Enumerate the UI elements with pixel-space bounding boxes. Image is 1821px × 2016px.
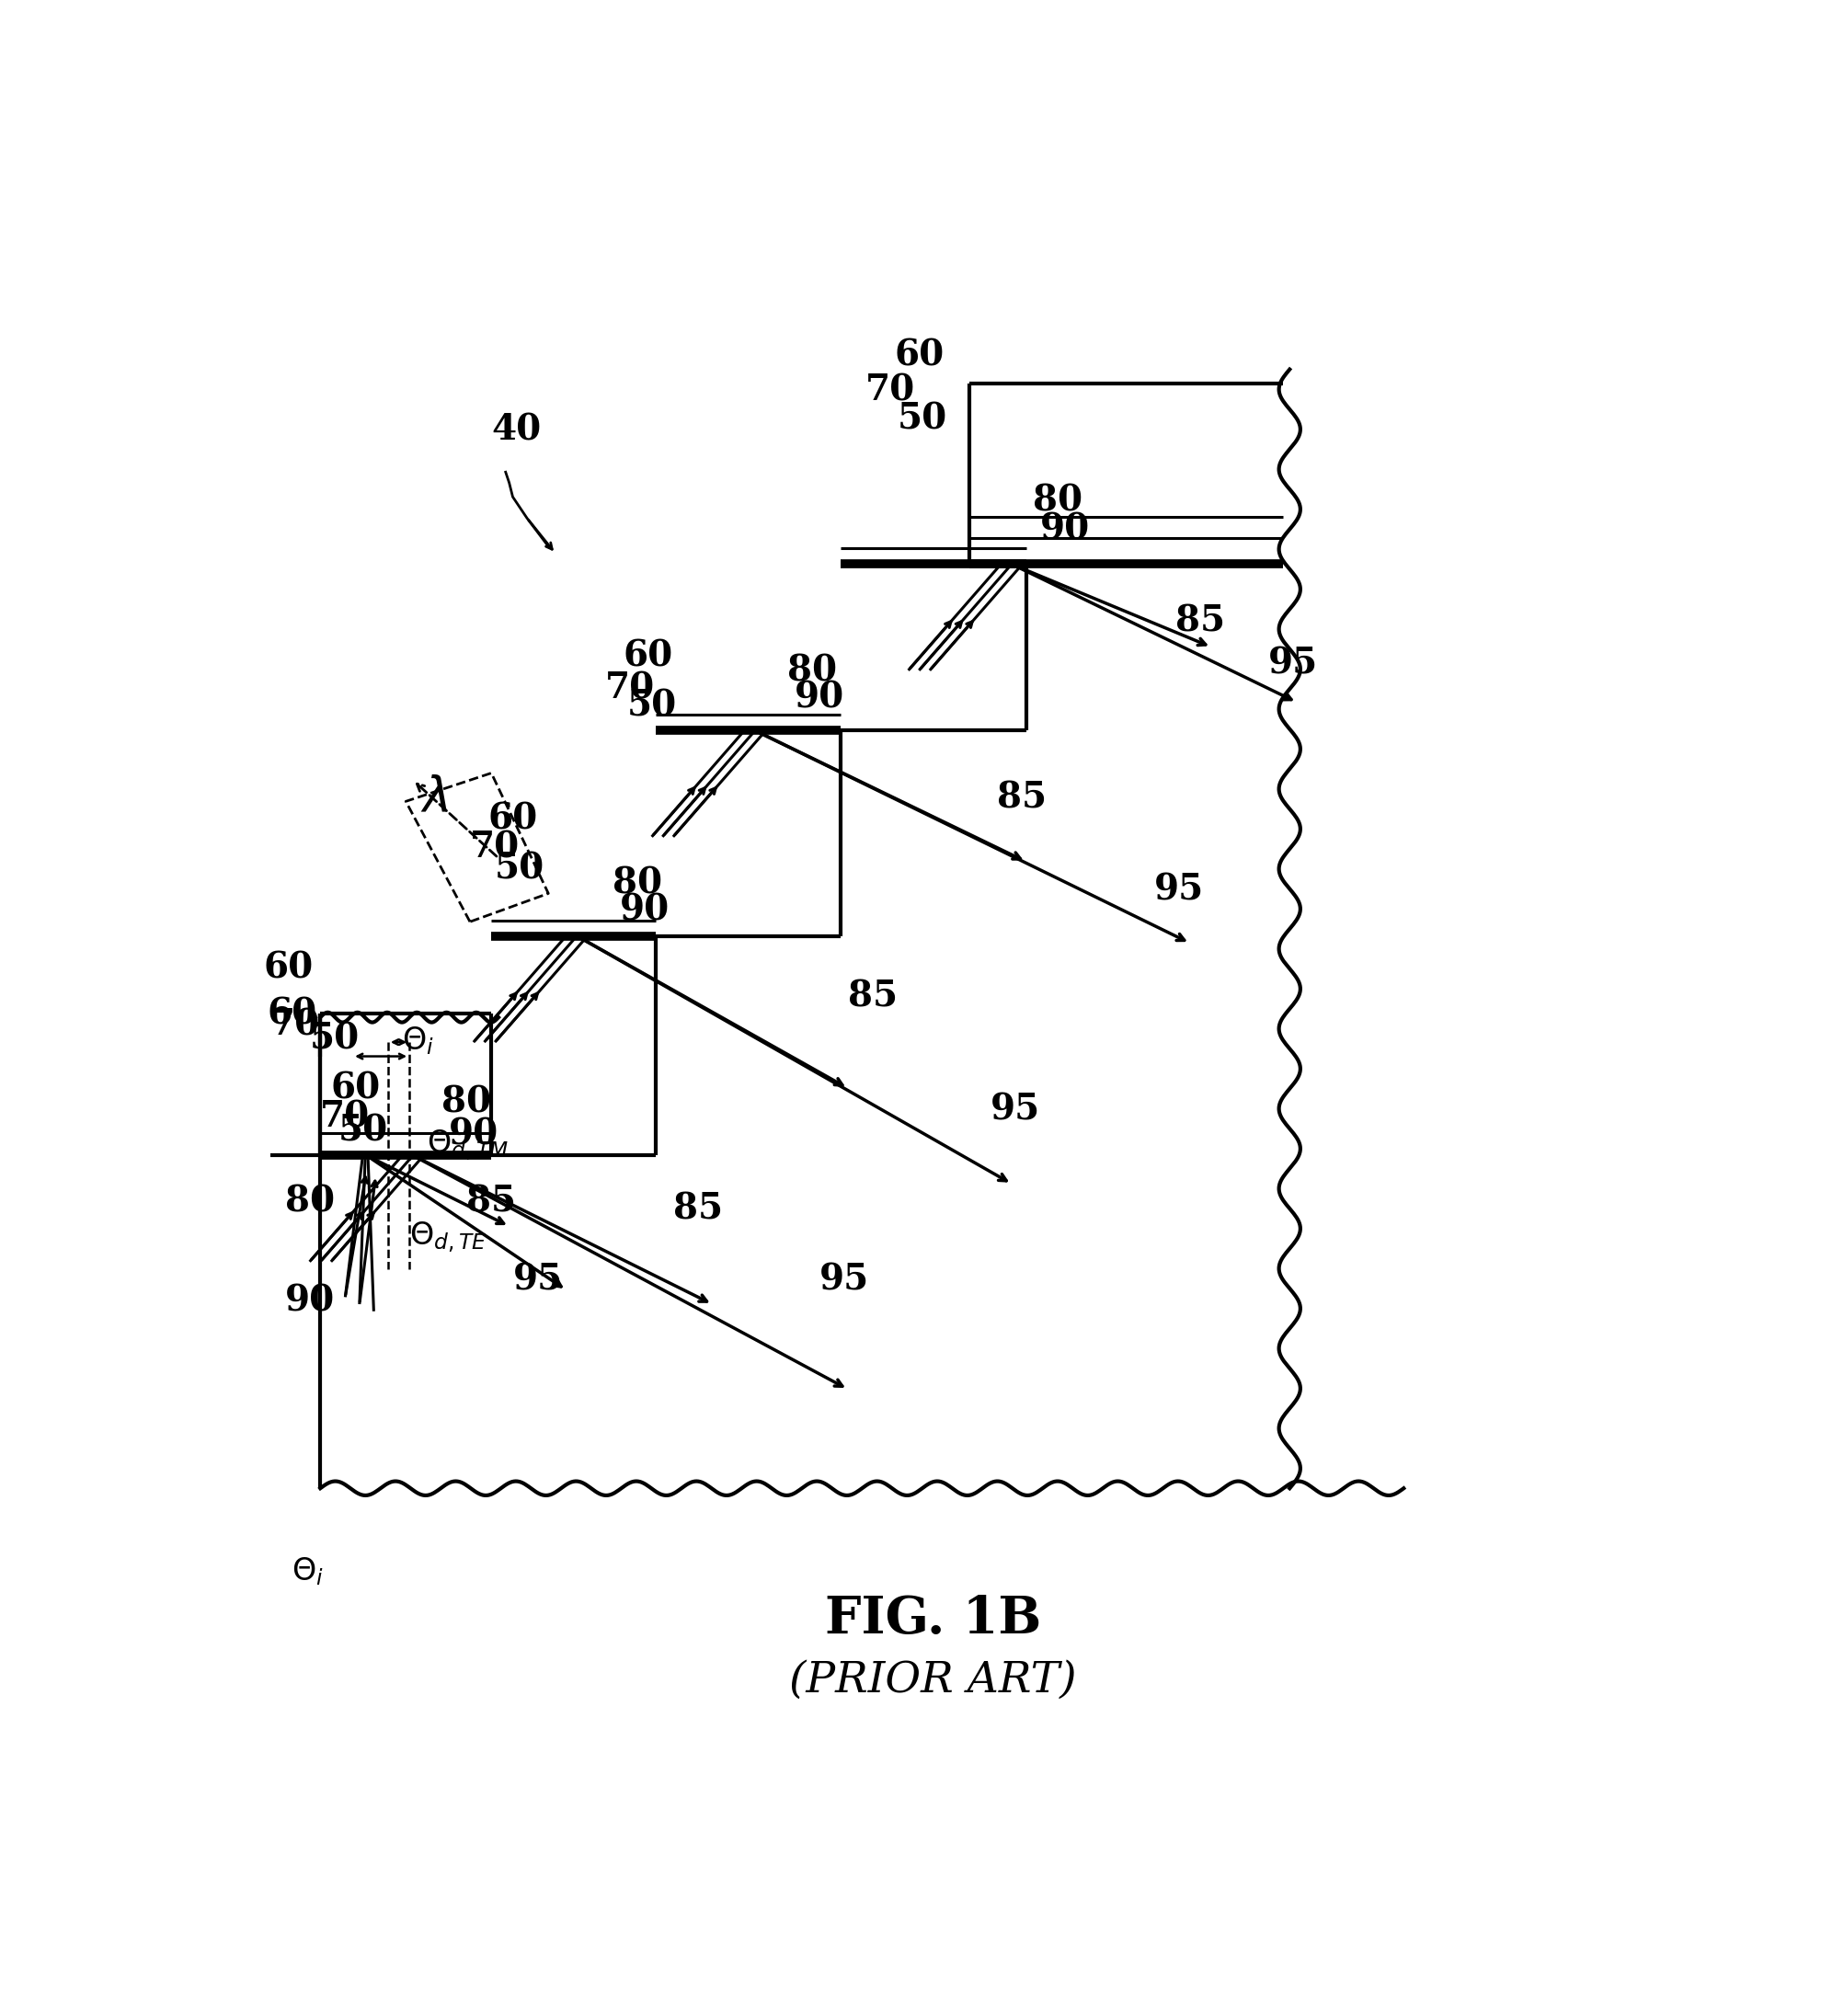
Text: 70: 70 (605, 671, 656, 706)
Text: 60: 60 (488, 802, 537, 837)
Text: 80: 80 (787, 653, 838, 687)
Text: 90: 90 (619, 893, 670, 927)
Text: $\lambda$: $\lambda$ (421, 776, 448, 823)
Text: 85: 85 (674, 1191, 723, 1226)
Text: 60: 60 (331, 1070, 381, 1107)
Text: 40: 40 (492, 413, 541, 448)
Text: 80: 80 (284, 1183, 335, 1220)
Text: 85: 85 (849, 980, 898, 1014)
Text: 60: 60 (894, 339, 943, 373)
Text: 60: 60 (268, 996, 317, 1032)
Text: FIG. 1B: FIG. 1B (825, 1593, 1042, 1645)
Text: 80: 80 (612, 865, 663, 901)
Text: 95: 95 (1267, 645, 1318, 681)
Text: 50: 50 (495, 851, 544, 887)
Text: 80: 80 (441, 1085, 492, 1121)
Text: 95: 95 (991, 1093, 1040, 1127)
Text: 70: 70 (270, 1008, 320, 1042)
Text: 60: 60 (623, 639, 674, 673)
Text: 80: 80 (1033, 484, 1083, 518)
Text: 90: 90 (284, 1284, 335, 1318)
Text: $\Theta_i$: $\Theta_i$ (402, 1024, 435, 1056)
Text: 70: 70 (470, 831, 519, 865)
Text: 95: 95 (514, 1262, 563, 1296)
Text: 50: 50 (898, 401, 947, 437)
Text: 95: 95 (1155, 873, 1204, 907)
Text: 90: 90 (448, 1117, 499, 1151)
Text: 95: 95 (819, 1262, 869, 1296)
Text: 70: 70 (865, 373, 916, 409)
Text: 85: 85 (998, 780, 1047, 816)
Text: 50: 50 (310, 1022, 359, 1056)
Text: 85: 85 (466, 1183, 515, 1220)
Text: $\Theta_i$: $\Theta_i$ (291, 1556, 324, 1587)
Text: 85: 85 (1176, 603, 1226, 639)
Text: 50: 50 (339, 1113, 388, 1149)
Text: $\Theta_{d,TE}$: $\Theta_{d,TE}$ (410, 1220, 486, 1254)
Text: 90: 90 (1040, 512, 1091, 546)
Text: 60: 60 (264, 952, 313, 986)
Text: 70: 70 (320, 1099, 370, 1135)
Text: 90: 90 (794, 679, 845, 716)
Text: (PRIOR ART): (PRIOR ART) (790, 1659, 1076, 1702)
Text: 50: 50 (626, 689, 677, 724)
Text: $\Theta_{d,TM}$: $\Theta_{d,TM}$ (428, 1127, 510, 1163)
